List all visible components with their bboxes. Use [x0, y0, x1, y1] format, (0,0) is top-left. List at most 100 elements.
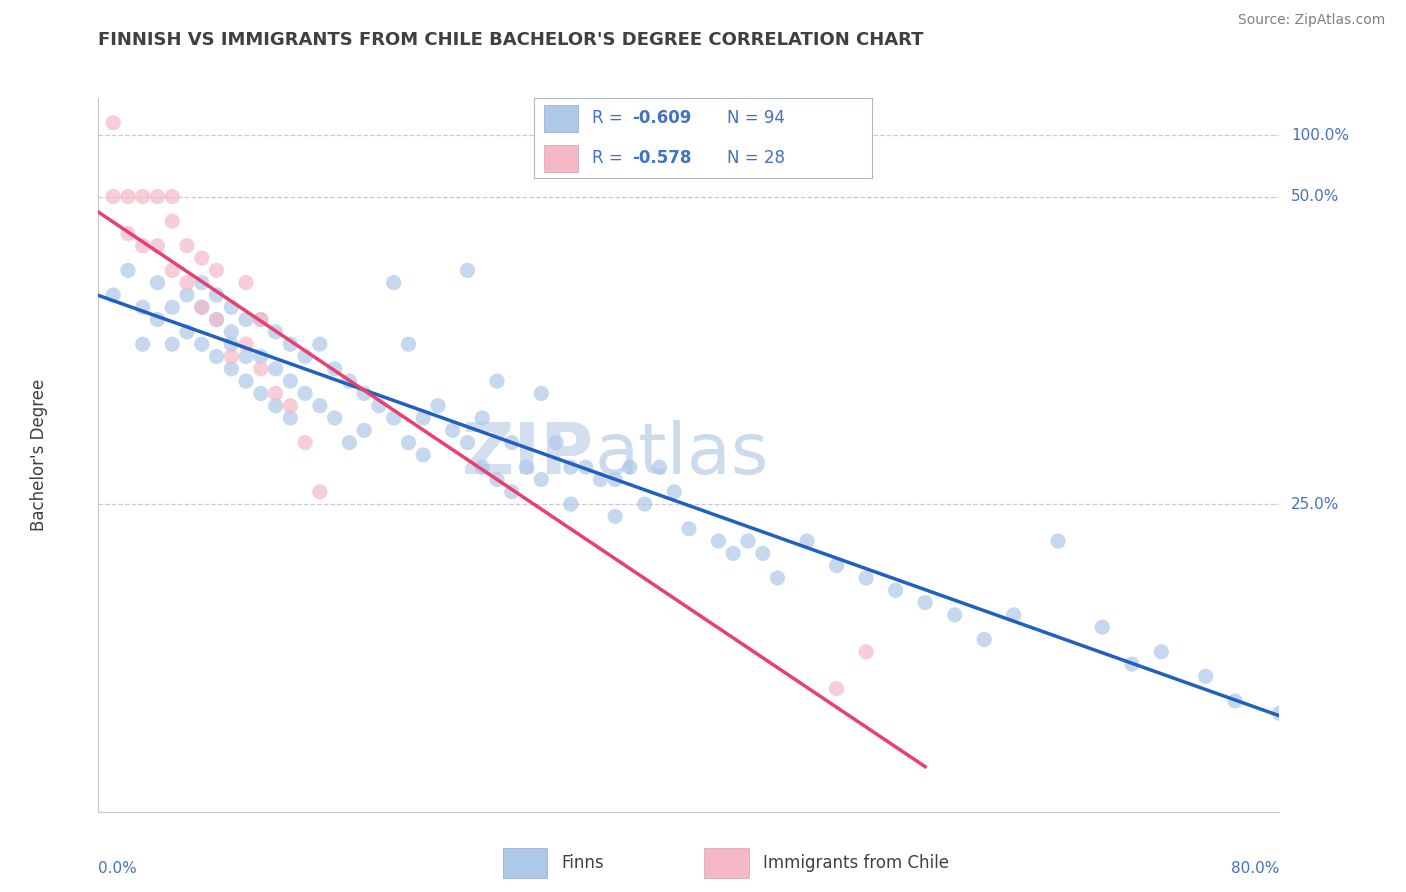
Point — [456, 435, 478, 450]
Text: Bachelor's Degree: Bachelor's Degree — [31, 379, 48, 531]
Point — [664, 484, 686, 499]
Point — [825, 681, 848, 696]
Point — [707, 534, 730, 549]
Point — [117, 263, 139, 277]
Point — [619, 460, 641, 475]
Point — [205, 312, 228, 326]
Text: -0.578: -0.578 — [633, 149, 692, 168]
Point — [1150, 645, 1173, 659]
Point — [146, 312, 169, 326]
Text: 25.0%: 25.0% — [1291, 497, 1340, 512]
Point — [117, 227, 139, 241]
Point — [205, 350, 228, 364]
Point — [855, 645, 877, 659]
Text: Immigrants from Chile: Immigrants from Chile — [763, 854, 949, 872]
Point — [353, 386, 375, 401]
Point — [1046, 534, 1069, 549]
Point — [205, 312, 228, 326]
Point — [574, 460, 596, 475]
Point — [162, 300, 183, 314]
Bar — [544, 104, 578, 132]
Point — [146, 239, 169, 253]
Point — [250, 361, 273, 376]
Point — [884, 583, 907, 598]
Point — [250, 350, 273, 364]
Point — [162, 214, 183, 228]
Point — [471, 411, 494, 425]
Point — [264, 325, 287, 339]
Point — [412, 411, 434, 425]
Point — [191, 337, 214, 351]
Point — [132, 189, 155, 203]
Point — [1121, 657, 1143, 671]
Point — [544, 435, 567, 450]
Point — [323, 361, 346, 376]
Point — [205, 263, 228, 277]
Point — [1268, 706, 1291, 721]
Point — [235, 374, 257, 388]
Point — [103, 116, 125, 130]
Text: 80.0%: 80.0% — [1232, 861, 1279, 876]
Point — [278, 337, 302, 351]
Point — [176, 325, 198, 339]
Text: 50.0%: 50.0% — [1291, 189, 1340, 204]
Point — [278, 399, 302, 413]
Point — [486, 374, 509, 388]
Point — [205, 288, 228, 302]
Text: -0.609: -0.609 — [633, 109, 692, 128]
Point — [530, 386, 553, 401]
Point — [264, 399, 287, 413]
Point — [396, 435, 419, 450]
Point — [219, 325, 242, 339]
Bar — [503, 848, 547, 878]
Point — [176, 276, 198, 290]
Point — [219, 300, 242, 314]
Point — [1091, 620, 1114, 634]
Point — [219, 337, 242, 351]
Point — [235, 350, 257, 364]
Point — [1195, 669, 1218, 683]
Point — [501, 435, 523, 450]
Point — [294, 386, 316, 401]
Point — [309, 399, 332, 413]
Point — [560, 497, 582, 511]
Point — [176, 239, 198, 253]
Point — [250, 312, 273, 326]
Point — [678, 522, 700, 536]
Point — [323, 411, 346, 425]
Point — [294, 350, 316, 364]
Text: ZIP: ZIP — [463, 420, 595, 490]
Point — [250, 312, 273, 326]
Point — [264, 361, 287, 376]
Text: Finns: Finns — [562, 854, 605, 872]
Point — [796, 534, 818, 549]
Text: 0.0%: 0.0% — [98, 861, 138, 876]
Point — [162, 263, 183, 277]
Point — [530, 473, 553, 487]
Point — [278, 374, 302, 388]
Point — [191, 300, 214, 314]
Bar — [704, 848, 748, 878]
Point — [855, 571, 877, 585]
Point — [973, 632, 995, 647]
Point — [368, 399, 391, 413]
Point — [589, 473, 612, 487]
Point — [914, 596, 936, 610]
Point — [737, 534, 759, 549]
Point — [501, 484, 523, 499]
Point — [132, 239, 155, 253]
Point — [825, 558, 848, 573]
Point — [117, 189, 139, 203]
Point — [235, 312, 257, 326]
Point — [353, 423, 375, 437]
Point — [235, 276, 257, 290]
Point — [250, 386, 273, 401]
Point — [721, 546, 744, 560]
Point — [605, 509, 627, 524]
Point — [943, 607, 966, 622]
Point — [337, 435, 360, 450]
Point — [162, 189, 183, 203]
Text: Source: ZipAtlas.com: Source: ZipAtlas.com — [1237, 13, 1385, 28]
Point — [486, 473, 509, 487]
Point — [441, 423, 464, 437]
